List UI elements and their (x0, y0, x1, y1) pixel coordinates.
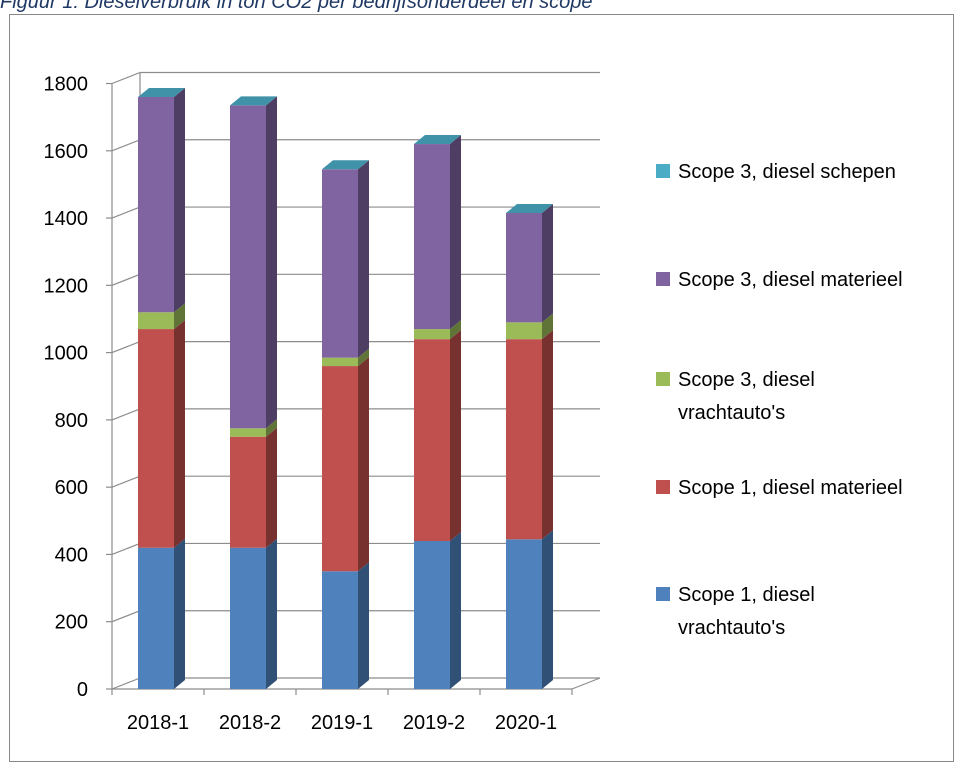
bar-2019-2-series-1-side (450, 531, 461, 689)
bar-2020-1-top (506, 204, 553, 214)
y-tick-label: 1200 (44, 275, 89, 297)
x-tick-label: 2018-2 (219, 712, 281, 734)
x-tick-label: 2018-1 (127, 712, 189, 734)
bar-2018-2-series-1 (230, 547, 266, 689)
bar-2020-1-series-3 (506, 322, 542, 340)
bar-2020-1-series-4-side (542, 204, 553, 323)
bar-2018-2-series-4-side (266, 96, 277, 429)
y-tick-label: 1600 (44, 141, 89, 163)
legend-swatch (656, 480, 670, 494)
bar-2018-2-series-3 (230, 428, 266, 437)
bar-2018-1-series-4 (138, 96, 174, 313)
bar-2019-2-series-2-side (450, 330, 461, 541)
legend-label: Scope 3, diesel schepen (678, 161, 896, 183)
legend-label: Scope 1, diesel materieel (678, 477, 903, 499)
gridline-side (111, 542, 141, 556)
figure-caption: Figuur 1: Dieselverbruik in ton CO2 per … (0, 0, 593, 13)
x-tick-label: 2019-1 (311, 712, 373, 734)
legend-swatch (656, 587, 670, 601)
gridline-side (111, 71, 141, 85)
bar-2018-2-series-4 (230, 105, 266, 429)
gridline-side (111, 677, 141, 690)
x-tick-label: 2019-2 (403, 712, 465, 734)
bar-2018-2-series-1-side (266, 538, 277, 689)
y-tick-label: 400 (55, 544, 88, 566)
gridline-side (111, 273, 141, 286)
gridline-side (111, 610, 141, 623)
y-tick-label: 1000 (44, 343, 89, 365)
bar-2020-1-series-2 (506, 339, 542, 540)
legend-swatch (656, 272, 670, 286)
gridline-side (111, 139, 141, 152)
bar-2018-2-top (230, 96, 277, 106)
y-tick-label: 1400 (44, 208, 89, 230)
bar-2018-1-top (138, 87, 185, 97)
bar-2019-1-series-2-side (358, 357, 369, 572)
bar-2018-1-series-4-side (174, 87, 185, 313)
legend-label: vrachtauto's (678, 402, 785, 424)
gridline-side (111, 475, 141, 488)
bar-2019-1-series-4 (322, 169, 358, 358)
bar-2019-1-series-3-side (358, 348, 369, 367)
bar-2020-1-series-1-side (542, 530, 553, 689)
bar-2019-1-top (322, 160, 369, 170)
gridline-side (111, 408, 141, 421)
y-tick-label: 200 (55, 612, 88, 634)
bar-2020-1-series-3-side (542, 313, 553, 340)
bar-2019-2-series-4 (414, 144, 450, 330)
bar-2018-1-series-1-side (174, 538, 185, 689)
legend: Scope 3, diesel schepen Scope 3, diesel m… (656, 161, 903, 639)
bars (138, 87, 553, 689)
bar-2020-1-series-4 (506, 213, 542, 323)
bar-2019-2-series-4-side (450, 135, 461, 330)
legend-swatch (656, 164, 670, 178)
bar-2020-1-series-2-side (542, 330, 553, 540)
y-tick-label: 800 (55, 410, 88, 432)
y-tick-label: 0 (77, 679, 88, 701)
bar-2018-2-series-2-side (266, 427, 277, 548)
legend-label: vrachtauto's (678, 617, 785, 639)
legend-label: Scope 3, diesel (678, 369, 815, 391)
y-tick-label: 1800 (44, 74, 89, 96)
legend-label: Scope 3, diesel materieel (678, 269, 903, 291)
bar-2019-2-series-2 (414, 339, 450, 541)
bar-2018-2-series-2 (230, 436, 266, 548)
bar-2019-2-series-3 (414, 329, 450, 340)
bar-2018-1-series-1 (138, 547, 174, 689)
gridline-side (111, 206, 141, 219)
bar-2019-1-series-2 (322, 366, 358, 572)
bar-2019-1-series-1 (322, 571, 358, 689)
legend-label: Scope 1, diesel (678, 584, 815, 606)
bar-2019-2-series-1 (414, 540, 450, 689)
bar-2018-1-series-3-side (174, 303, 185, 330)
bar-2018-1-series-3 (138, 312, 174, 330)
floor-edge (571, 677, 601, 690)
bar-2019-2-series-3-side (450, 320, 461, 340)
bar-2020-1-series-1 (506, 539, 542, 689)
x-tick-label: 2020-1 (495, 712, 557, 734)
bar-2018-2-series-3-side (266, 419, 277, 437)
bar-2019-2-top (414, 135, 461, 145)
bar-2019-1-series-4-side (358, 160, 369, 358)
bar-2019-1-series-3 (322, 357, 358, 367)
bar-2018-1-series-2 (138, 329, 174, 548)
bar-2018-1-series-2-side (174, 320, 185, 548)
bar-2019-1-series-1-side (358, 562, 369, 689)
tick-labels: 0 200 400 600 800 1000 1200 1400 1600 1800 2018-1 2… (44, 74, 558, 735)
y-tick-label: 600 (55, 477, 88, 499)
chart-frame (9, 14, 954, 762)
gridline-side (111, 341, 141, 354)
legend-swatch (656, 372, 670, 386)
